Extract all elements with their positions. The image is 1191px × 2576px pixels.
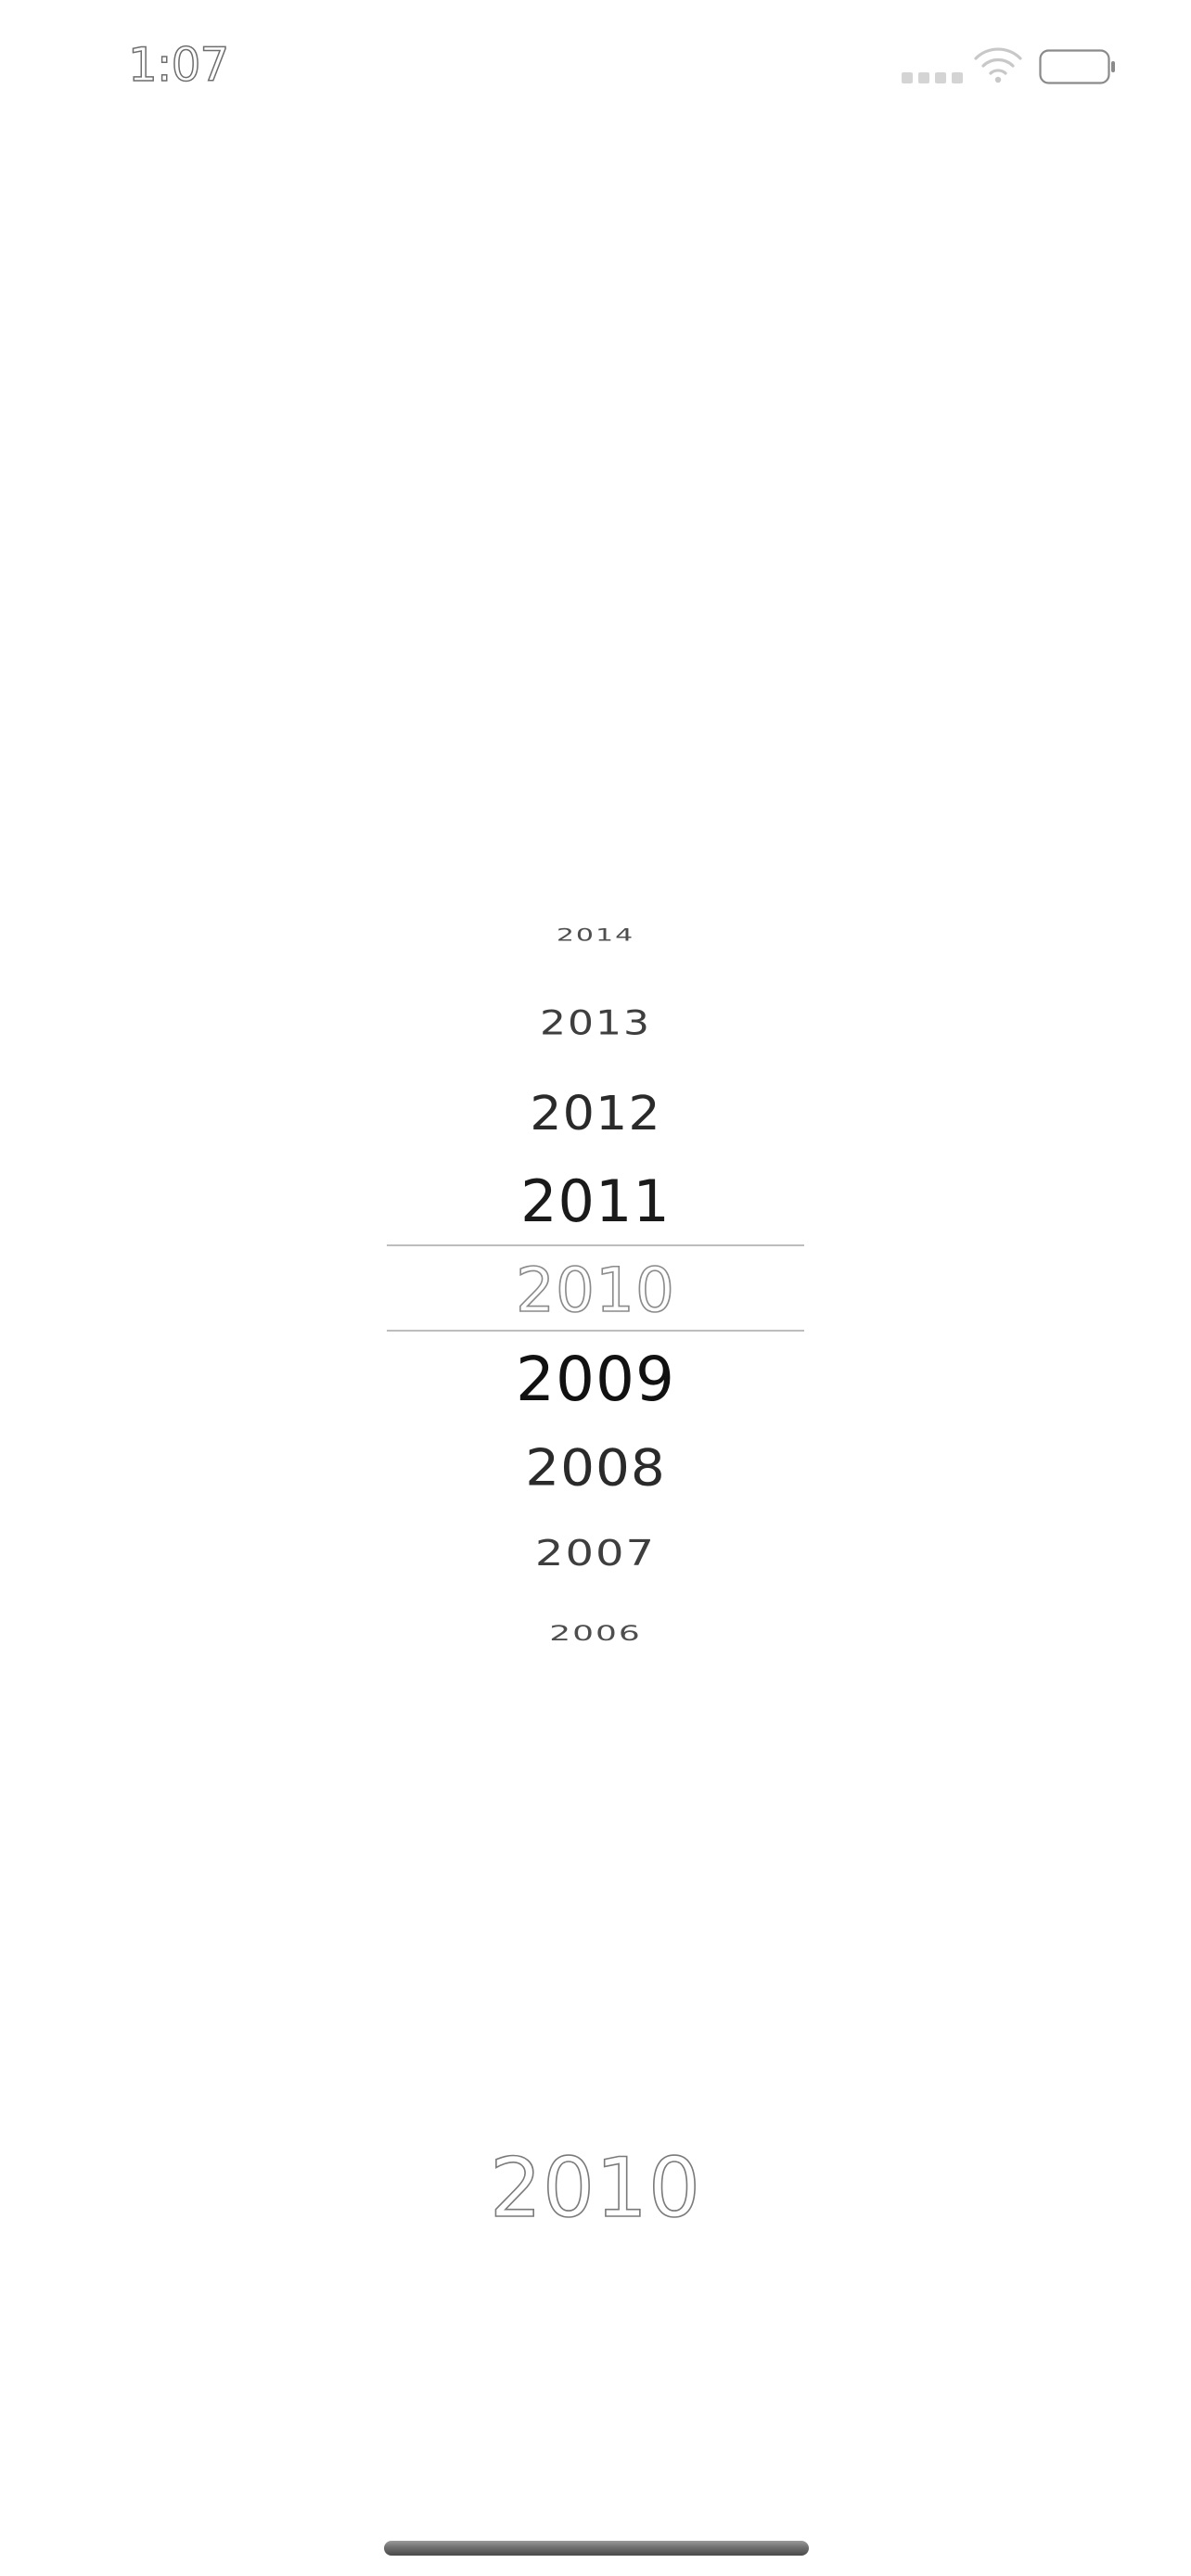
selection-top-line <box>387 1244 804 1246</box>
picker-item[interactable]: 2012 <box>530 1085 661 1141</box>
picker-item[interactable]: 2006 <box>549 1621 642 1646</box>
year-picker[interactable]: 2014 2013 2012 2011 2010 2009 2008 2007 … <box>387 890 804 1706</box>
status-time: 1:07 <box>127 37 230 93</box>
picker-item[interactable]: 2007 <box>534 1532 657 1575</box>
picker-item[interactable]: 2009 <box>516 1344 675 1415</box>
wifi-icon <box>974 47 1022 83</box>
picker-item[interactable]: 2008 <box>525 1438 666 1498</box>
cellular-signal-icon <box>902 72 963 83</box>
home-indicator[interactable] <box>384 2541 809 2556</box>
picker-item[interactable]: 2014 <box>556 925 635 946</box>
picker-item[interactable]: 2013 <box>540 1003 651 1043</box>
selected-year-display: 2010 <box>489 2140 701 2236</box>
selection-bottom-line <box>387 1330 804 1332</box>
battery-icon <box>1039 49 1115 84</box>
picker-item[interactable]: 2011 <box>520 1167 671 1235</box>
picker-item-selected[interactable]: 2010 <box>515 1254 675 1327</box>
